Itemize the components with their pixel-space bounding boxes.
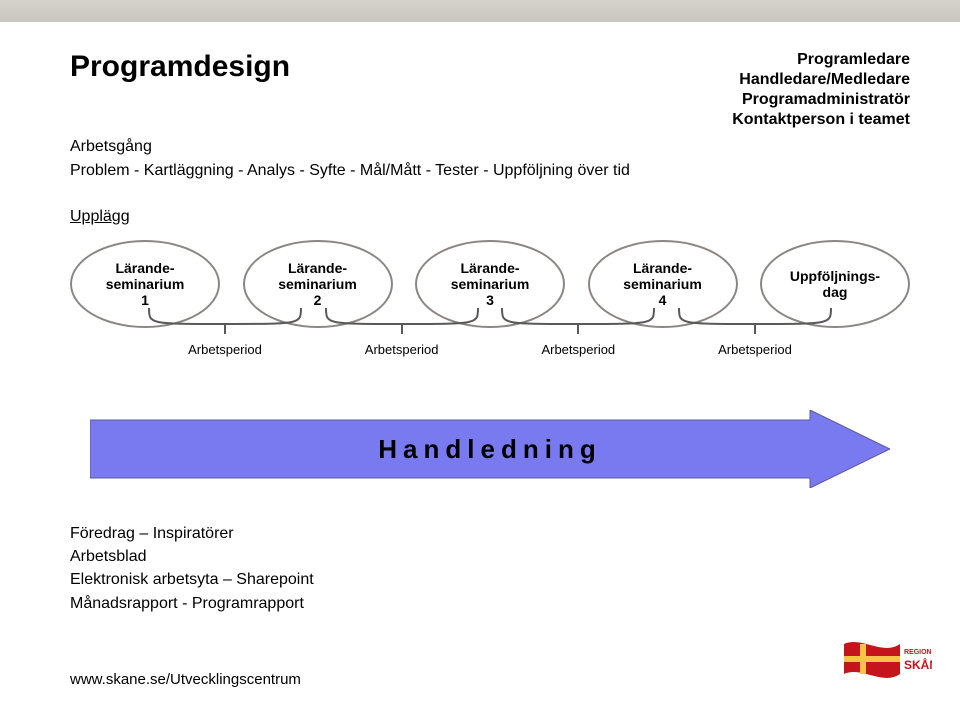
footer-url: www.skane.se/Utvecklingscentrum bbox=[70, 671, 301, 688]
svg-text:REGION: REGION bbox=[904, 649, 932, 656]
bracket-label: Arbetsperiod bbox=[675, 342, 835, 357]
page-content: Programdesign Programledare Handledare/M… bbox=[70, 50, 910, 686]
footer-line: Föredrag – Inspiratörer bbox=[70, 522, 910, 545]
ellipse-text: Lärande-seminarium4 bbox=[623, 260, 702, 308]
header-row: Programdesign Programledare Handledare/M… bbox=[70, 50, 910, 130]
role-line: Programadministratör bbox=[732, 90, 910, 110]
footer-list: Föredrag – Inspiratörer Arbetsblad Elekt… bbox=[70, 522, 910, 615]
arbetsperiod-bracket: Arbetsperiod bbox=[145, 304, 305, 357]
arbetsperiod-bracket: Arbetsperiod bbox=[322, 304, 482, 357]
ellipse-text: Uppföljnings-dag bbox=[790, 268, 880, 300]
footer-line: Månadsrapport - Programrapport bbox=[70, 592, 910, 615]
bracket-row: Arbetsperiod Arbetsperiod Arbetsperiod Arbe… bbox=[70, 304, 910, 357]
footer-line: Arbetsblad bbox=[70, 545, 910, 568]
arbetsgang-label: Arbetsgång bbox=[70, 138, 910, 156]
role-line: Kontaktperson i teamet bbox=[732, 110, 910, 130]
region-skane-logo: REGION SKÅNE bbox=[842, 634, 932, 694]
ellipse-text: Lärande-seminarium1 bbox=[106, 260, 185, 308]
role-line: Programledare bbox=[732, 50, 910, 70]
bracket-label: Arbetsperiod bbox=[322, 342, 482, 357]
bracket-label: Arbetsperiod bbox=[145, 342, 305, 357]
ellipse-text: Lärande-seminarium2 bbox=[278, 260, 357, 308]
upplagg-label: Upplägg bbox=[70, 208, 910, 226]
roles-list: Programledare Handledare/Medledare Progr… bbox=[732, 50, 910, 130]
arrow-label: Handledning bbox=[90, 410, 890, 488]
page-title: Programdesign bbox=[70, 50, 290, 84]
arbetsperiod-bracket: Arbetsperiod bbox=[675, 304, 835, 357]
footer-line: Elektronisk arbetsyta – Sharepoint bbox=[70, 568, 910, 591]
arbetsperiod-bracket: Arbetsperiod bbox=[498, 304, 658, 357]
role-line: Handledare/Medledare bbox=[732, 70, 910, 90]
handledning-arrow: Handledning bbox=[90, 410, 890, 488]
workflow-line: Problem - Kartläggning - Analys - Syfte … bbox=[70, 162, 910, 180]
bracket-label: Arbetsperiod bbox=[498, 342, 658, 357]
flow-diagram: Lärande-seminarium1 Lärande-seminarium2 … bbox=[70, 240, 910, 390]
svg-text:SKÅNE: SKÅNE bbox=[904, 657, 932, 672]
ellipse-text: Lärande-seminarium3 bbox=[451, 260, 530, 308]
accent-bar bbox=[0, 0, 960, 22]
